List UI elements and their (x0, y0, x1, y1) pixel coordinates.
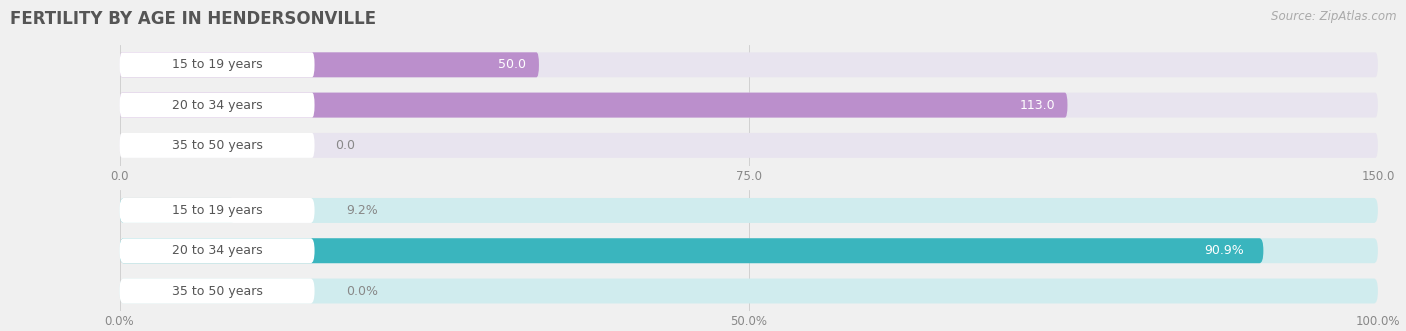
FancyBboxPatch shape (120, 238, 1264, 263)
FancyBboxPatch shape (120, 93, 1067, 118)
FancyBboxPatch shape (120, 93, 1378, 118)
FancyBboxPatch shape (120, 52, 1378, 77)
FancyBboxPatch shape (120, 52, 538, 77)
FancyBboxPatch shape (120, 133, 1378, 158)
FancyBboxPatch shape (120, 278, 1378, 304)
FancyBboxPatch shape (120, 133, 315, 158)
FancyBboxPatch shape (120, 238, 315, 263)
Text: FERTILITY BY AGE IN HENDERSONVILLE: FERTILITY BY AGE IN HENDERSONVILLE (10, 10, 375, 28)
Text: 9.2%: 9.2% (346, 204, 378, 217)
FancyBboxPatch shape (120, 238, 1378, 263)
FancyBboxPatch shape (120, 198, 1378, 223)
Text: 113.0: 113.0 (1019, 99, 1054, 112)
Text: 15 to 19 years: 15 to 19 years (172, 204, 263, 217)
Text: 0.0: 0.0 (336, 139, 356, 152)
Text: 50.0: 50.0 (498, 58, 526, 71)
Text: 35 to 50 years: 35 to 50 years (172, 285, 263, 298)
Text: Source: ZipAtlas.com: Source: ZipAtlas.com (1271, 10, 1396, 23)
Text: 15 to 19 years: 15 to 19 years (172, 58, 263, 71)
FancyBboxPatch shape (120, 278, 315, 304)
Text: 35 to 50 years: 35 to 50 years (172, 139, 263, 152)
FancyBboxPatch shape (120, 198, 315, 223)
Text: 0.0%: 0.0% (346, 285, 378, 298)
FancyBboxPatch shape (120, 198, 235, 223)
Text: 20 to 34 years: 20 to 34 years (172, 244, 263, 257)
Text: 20 to 34 years: 20 to 34 years (172, 99, 263, 112)
Text: 90.9%: 90.9% (1205, 244, 1244, 257)
FancyBboxPatch shape (120, 52, 315, 77)
FancyBboxPatch shape (120, 93, 315, 118)
